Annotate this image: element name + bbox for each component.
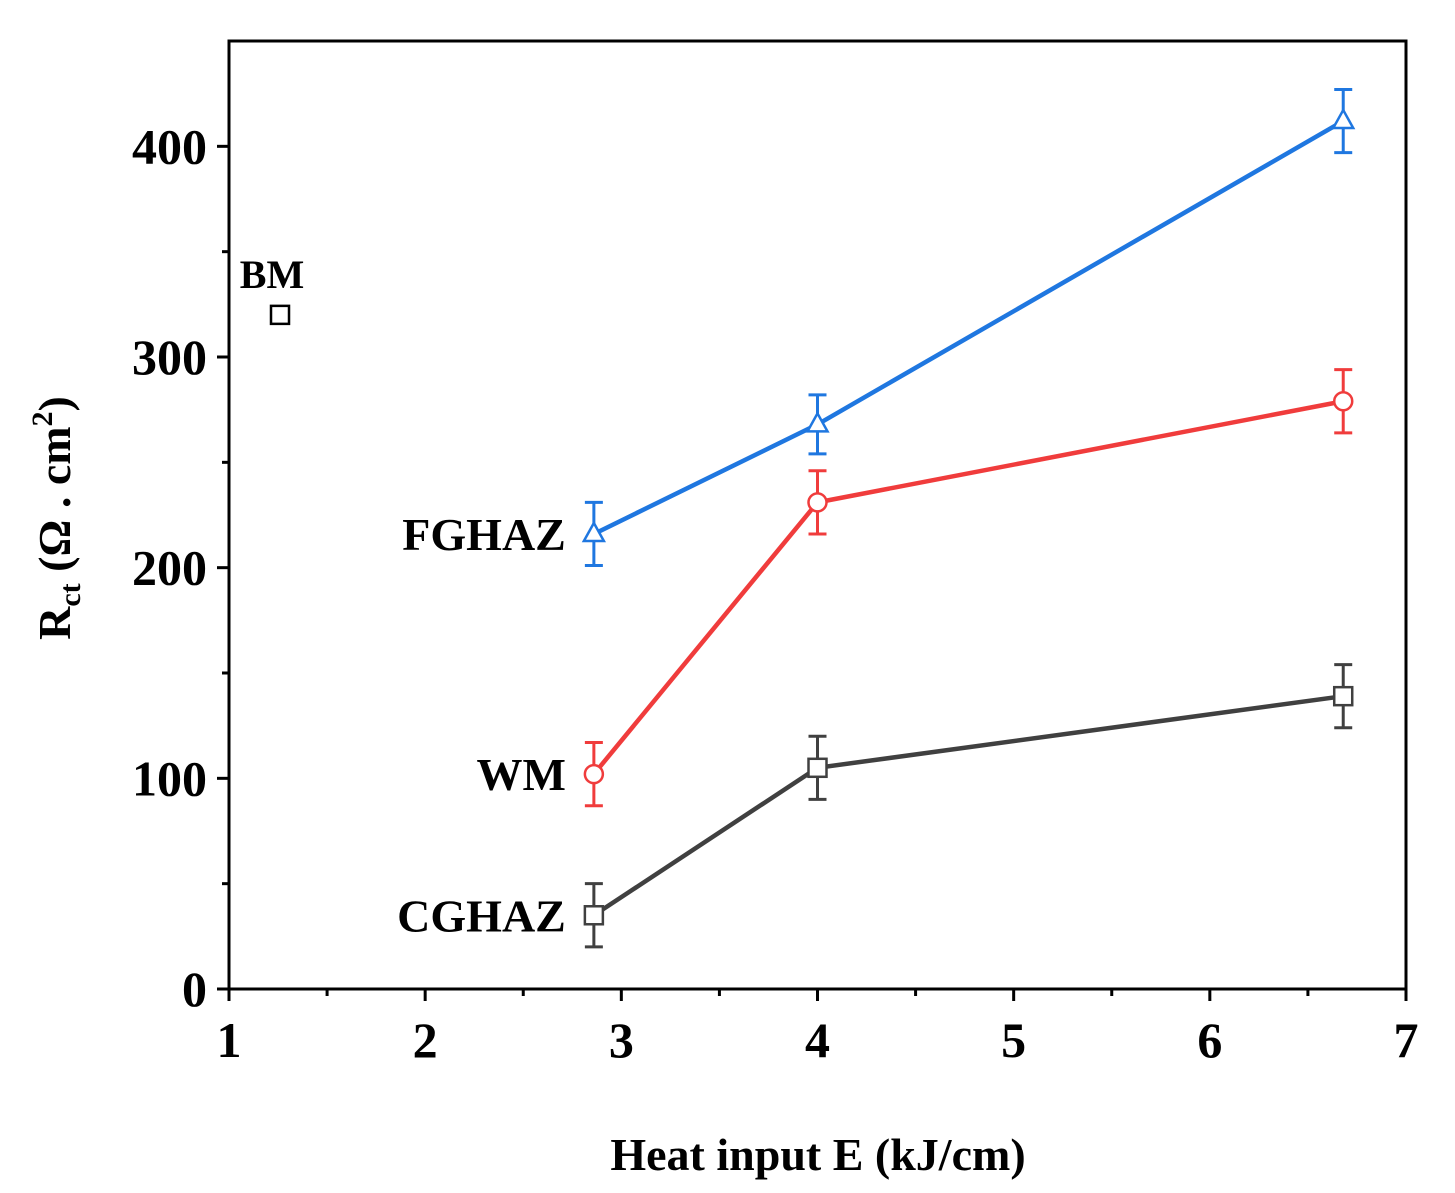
- x-tick-label: 7: [1394, 1012, 1419, 1068]
- x-tick-label: 5: [1001, 1012, 1026, 1068]
- x-tick-label: 6: [1197, 1012, 1222, 1068]
- data-point-cghaz: [807, 757, 828, 779]
- data-point-cghaz: [583, 905, 605, 926]
- x-tick-label: 3: [609, 1012, 634, 1068]
- series-fghaz: FGHAZ: [402, 87, 1356, 568]
- x-ticks: 1 2 3 4 5 6 7: [217, 989, 1419, 1068]
- series-label-fghaz: FGHAZ: [402, 509, 566, 560]
- y-tick-label: 200: [132, 540, 207, 596]
- x-tick-label: 1: [217, 1012, 242, 1068]
- data-point-fghaz: [805, 410, 830, 433]
- series-line-wm: [592, 399, 1344, 776]
- y-tick-label: 0: [182, 961, 207, 1017]
- bm-point-layer: BM: [240, 252, 304, 326]
- data-point-fghaz: [1331, 107, 1356, 130]
- series-label-wm: WM: [476, 749, 565, 800]
- data-point-wm: [807, 492, 828, 513]
- data-point-cghaz: [1332, 685, 1354, 707]
- x-tick-label: 2: [413, 1012, 438, 1068]
- y-axis-title: Rct (Ω . cm2): [26, 396, 87, 640]
- series-label-cghaz: CGHAZ: [397, 890, 566, 941]
- data-point-wm: [583, 763, 605, 785]
- point-label-bm: BM: [240, 252, 304, 297]
- series-wm: WM: [476, 368, 1354, 808]
- data-point-fghaz: [581, 520, 606, 543]
- x-axis-title: Heat input E (kJ/cm): [610, 1129, 1025, 1180]
- y-tick-label: 400: [132, 118, 207, 174]
- y-tick-label: 100: [132, 750, 207, 806]
- series-line-cghaz: [592, 693, 1344, 918]
- series-cghaz: CGHAZ: [397, 663, 1354, 949]
- y-ticks: 0 100 200 300 400: [132, 118, 229, 1017]
- data-point-bm: [269, 304, 291, 326]
- series-layer: FGHAZ WM CGHAZ: [397, 87, 1356, 949]
- data-point-wm: [1332, 390, 1354, 412]
- x-tick-label: 4: [805, 1012, 830, 1068]
- y-tick-label: 300: [132, 329, 207, 385]
